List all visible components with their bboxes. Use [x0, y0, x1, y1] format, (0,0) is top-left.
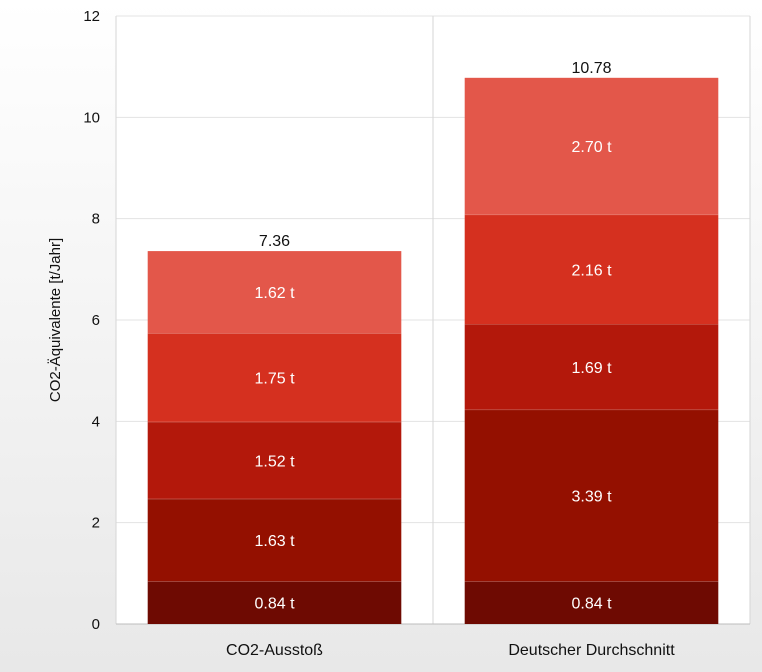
- y-tick-label: 6: [92, 312, 100, 329]
- segment-value-label: 1.52 t: [254, 453, 295, 470]
- bars: 0.84 t 1.63 t 1.52 t 1.75 t 1.62 t 7.36 0.84 t…: [147, 60, 719, 624]
- y-tick-label: 8: [92, 211, 100, 228]
- bar-segment: [147, 581, 402, 624]
- y-axis-ticks: 0 2 4 6 8 10 12: [83, 8, 100, 633]
- segment-value-label: 1.69 t: [571, 360, 612, 377]
- x-category-label: CO2-Ausstoß: [226, 642, 323, 659]
- y-tick-label: 2: [92, 515, 100, 532]
- y-axis-label: CO2-Äquivalente [t/Jahr]: [47, 238, 64, 402]
- segment-value-label: 1.62 t: [254, 285, 295, 302]
- segment-value-label: 1.63 t: [254, 533, 295, 550]
- bar-total-label: 7.36: [259, 233, 290, 250]
- segment-value-label: 2.16 t: [571, 262, 612, 279]
- x-category-label: Deutscher Durchschnitt: [508, 642, 675, 659]
- bar-segment: [464, 409, 719, 582]
- bar-total-label: 10.78: [571, 60, 611, 77]
- y-tick-label: 4: [92, 413, 100, 430]
- bar-segment: [147, 251, 402, 334]
- bar-segment: [147, 421, 402, 499]
- y-tick-label: 10: [83, 109, 100, 126]
- x-axis-categories: CO2-Ausstoß Deutscher Durchschnitt: [226, 642, 675, 659]
- bar-segment: [147, 333, 402, 422]
- segment-value-label: 0.84 t: [254, 596, 295, 613]
- bar-segment: [464, 214, 719, 325]
- bar-segment: [464, 581, 719, 624]
- y-tick-label: 12: [83, 8, 100, 25]
- bar-segment: [464, 77, 719, 215]
- bar-segment: [147, 498, 402, 582]
- segment-value-label: 0.84 t: [571, 596, 612, 613]
- segment-value-label: 3.39 t: [571, 489, 612, 506]
- segment-value-label: 2.70 t: [571, 139, 612, 156]
- bar-segment: [464, 324, 719, 410]
- y-tick-label: 0: [92, 616, 100, 633]
- segment-value-label: 1.75 t: [254, 371, 295, 388]
